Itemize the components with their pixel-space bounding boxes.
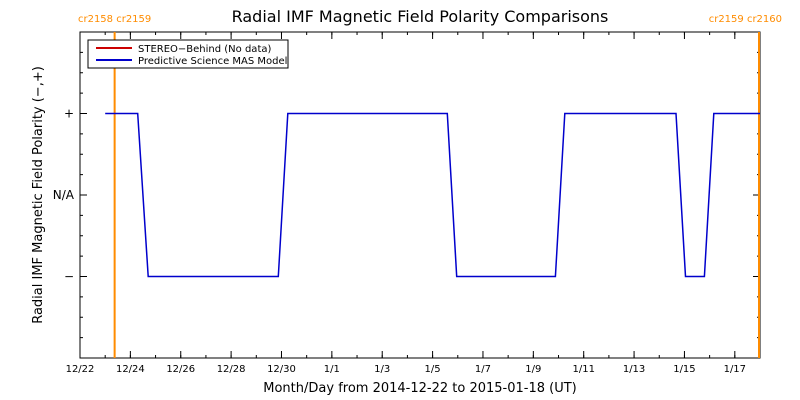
series-layer	[105, 112, 760, 278]
y-tick-label: −	[64, 270, 74, 284]
x-tick-label: 12/24	[116, 364, 145, 375]
x-tick-label: 1/7	[475, 364, 491, 375]
x-tick-label: 1/5	[425, 364, 441, 375]
carrington-label: cr2158 cr2159	[78, 14, 151, 25]
x-tick-label: 12/28	[217, 364, 246, 375]
x-tick-label: 12/22	[66, 364, 95, 375]
carrington-label: cr2159 cr2160	[709, 14, 782, 25]
axis-ticks: 12/22 12/24 12/26 12/28 12/30 1/1 1/3 1/5 1/7 1/9…	[53, 31, 761, 375]
chart-title: Radial IMF Magnetic Field Polarity Compa…	[232, 7, 609, 26]
x-tick-label: 1/15	[673, 364, 695, 375]
x-tick-label: 1/17	[724, 364, 746, 375]
y-tick-label: +	[64, 107, 74, 121]
x-axis-label: Month/Day from 2014-12-22 to 2015-01-18 …	[263, 381, 576, 396]
plot-frame	[79, 31, 761, 359]
carrington-markers: cr2158 cr2159 cr2159 cr2160	[78, 14, 782, 358]
x-tick-label: 12/30	[267, 364, 296, 375]
x-tick-label: 1/9	[525, 364, 541, 375]
x-tick-label: 1/11	[572, 364, 594, 375]
x-tick-label: 1/13	[623, 364, 645, 375]
legend-label-stereo-behind: STEREO−Behind (No data)	[138, 44, 271, 55]
series-line-mas-model	[105, 112, 760, 278]
y-axis-label: Radial IMF Magnetic Field Polarity (−,+)	[31, 66, 46, 324]
legend-box	[87, 39, 289, 69]
legend-label-mas-model: Predictive Science MAS Model	[138, 56, 287, 67]
x-tick-label: 1/1	[324, 364, 340, 375]
y-tick-label: N/A	[53, 188, 75, 202]
legend: STEREO−Behind (No data) Predictive Scien…	[87, 39, 289, 69]
x-tick-label: 12/26	[166, 364, 195, 375]
x-tick-label: 1/3	[374, 364, 390, 375]
